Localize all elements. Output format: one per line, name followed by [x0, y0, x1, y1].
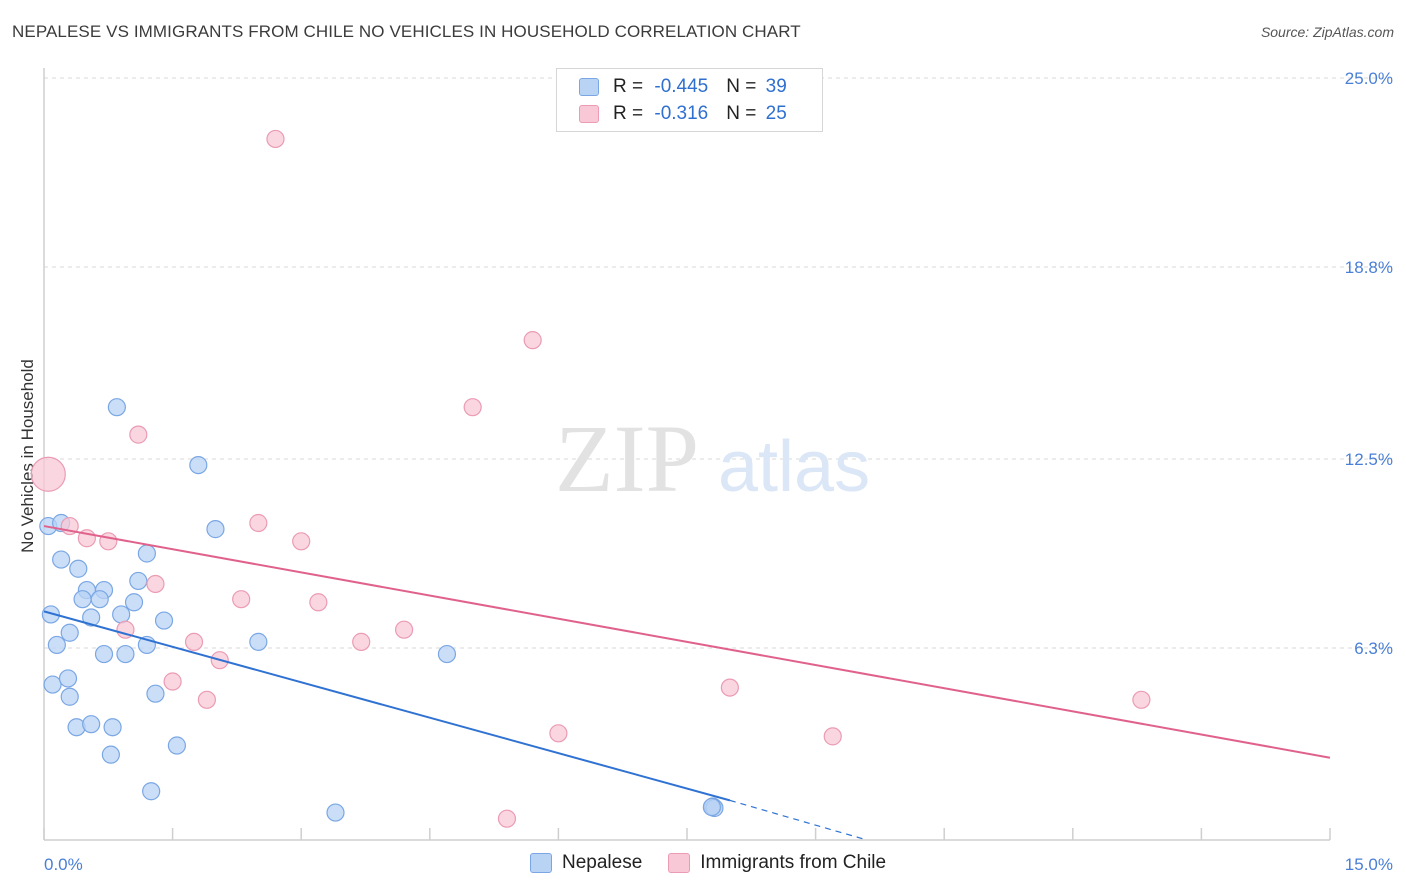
data-point [266, 129, 285, 149]
data-point [47, 635, 66, 655]
data-point [823, 727, 842, 746]
legend-item-chile[interactable]: Immigrants from Chile [668, 852, 886, 874]
data-point [146, 574, 165, 594]
data-point [82, 608, 101, 627]
data-point [197, 690, 216, 709]
data-point [94, 644, 114, 664]
data-point [309, 593, 328, 612]
series-nepalese-points [39, 398, 724, 822]
data-point [394, 620, 414, 639]
legend-swatch-nepalese [530, 853, 552, 873]
data-point [99, 532, 118, 551]
data-point [249, 632, 268, 651]
y-tick-label: 25.0% [1345, 69, 1393, 88]
data-point [163, 672, 182, 691]
data-point [52, 550, 71, 569]
data-point [112, 605, 131, 624]
series-legend: Nepalese Immigrants from Chile [530, 852, 912, 874]
x-tick-label-max: 15.0% [1345, 855, 1393, 874]
data-point [326, 803, 345, 822]
legend-r-label: R = [613, 103, 649, 124]
data-point [60, 687, 79, 706]
y-tick-labels: 6.3% 12.5% 18.8% 25.0% [1345, 69, 1393, 658]
watermark-zip: ZIP [555, 405, 699, 512]
legend-row-nepalese: R = -0.445 N = 39 [579, 75, 787, 99]
legend-label-chile: Immigrants from Chile [700, 852, 887, 873]
data-point [292, 532, 311, 551]
data-point [43, 675, 62, 694]
data-point [232, 590, 251, 609]
trend-lines [43, 525, 1331, 841]
data-point [549, 724, 568, 743]
trend-line-chile [43, 525, 1331, 759]
data-point [249, 513, 268, 533]
y-tick-label: 6.3% [1354, 639, 1393, 658]
data-point [137, 544, 156, 563]
legend-swatch-chile [668, 853, 691, 873]
data-point [116, 644, 135, 664]
data-point [41, 605, 60, 624]
legend-label-nepalese: Nepalese [562, 852, 643, 873]
data-point [129, 425, 148, 444]
x-tick-labels: 0.0% 15.0% [44, 855, 1393, 874]
data-point [60, 623, 79, 642]
legend-row-chile: R = -0.316 N = 25 [579, 102, 787, 126]
data-point [167, 736, 186, 755]
legend-n-value: 25 [765, 103, 787, 124]
data-point [437, 644, 457, 664]
data-point [142, 782, 161, 801]
watermark-atlas: atlas [718, 427, 870, 507]
legend-swatch [579, 105, 599, 123]
x-tick-label-min: 0.0% [44, 855, 83, 874]
data-point [82, 715, 101, 734]
legend-r-value: -0.316 [654, 103, 709, 124]
data-point [124, 593, 144, 612]
trend-line-nepalese-extension [729, 799, 868, 841]
data-point [107, 398, 126, 417]
data-point [101, 745, 120, 764]
legend-n-label: N = [726, 103, 762, 124]
legend-r-label: R = [613, 76, 649, 97]
data-point [116, 620, 135, 639]
data-point [69, 559, 88, 578]
data-point [146, 684, 165, 703]
data-point [352, 632, 371, 651]
data-point [154, 611, 174, 630]
y-tick-label: 12.5% [1345, 450, 1393, 469]
data-point [523, 331, 542, 350]
legend-item-nepalese[interactable]: Nepalese [530, 852, 642, 874]
legend-r-value: -0.445 [654, 76, 709, 97]
data-point [189, 455, 208, 475]
data-point [58, 669, 78, 688]
series-chile-points [30, 129, 1151, 828]
watermark: ZIP atlas [555, 405, 870, 512]
source-label: Source: ZipAtlas.com [1260, 24, 1394, 40]
data-point [702, 797, 721, 817]
legend-n-value: 39 [765, 76, 787, 97]
chart-title: NEPALESE VS IMMIGRANTS FROM CHILE NO VEH… [12, 22, 801, 41]
data-point [720, 678, 739, 697]
correlation-legend: R = -0.445 N = 39 R = -0.316 N = 25 [556, 68, 823, 132]
data-point [1132, 690, 1151, 709]
data-point [184, 632, 204, 651]
y-axis-label: No Vehicles in Household [18, 359, 37, 553]
data-point [497, 809, 517, 828]
axes [43, 68, 1331, 841]
legend-n-label: N = [726, 76, 762, 97]
trend-line-nepalese [43, 610, 731, 802]
y-tick-label: 18.8% [1345, 258, 1393, 277]
data-point [30, 456, 66, 492]
data-point [206, 520, 225, 539]
legend-swatch [579, 78, 599, 96]
data-point [73, 590, 92, 609]
data-point [463, 398, 482, 417]
data-point [90, 590, 109, 609]
data-point [103, 718, 122, 737]
data-point [129, 571, 148, 591]
